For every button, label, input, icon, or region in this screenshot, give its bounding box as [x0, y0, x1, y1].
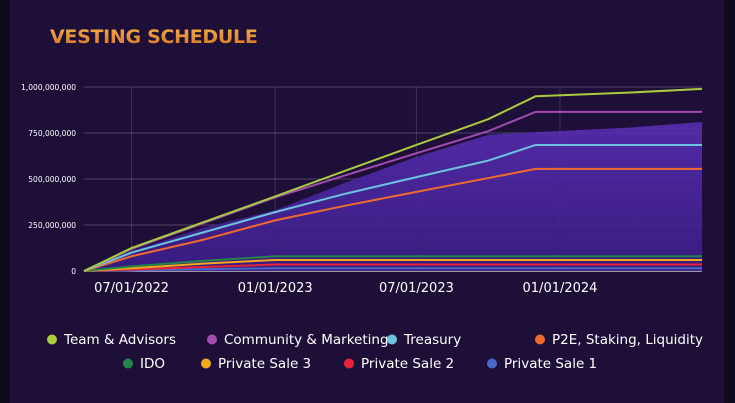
- x-tick-label: 01/01/2024: [523, 281, 598, 296]
- legend-item: Private Sale 1: [487, 356, 597, 372]
- x-axis-ticks: 07/01/2022 01/01/2023 07/01/2023 01/01/2024: [94, 281, 597, 296]
- legend-swatch: [387, 334, 397, 345]
- y-tick-label: 1,000,000,000: [21, 83, 76, 92]
- series-line: [83, 255, 702, 272]
- y-axis-ticks: 0 250,000,000 500,000,000 750,000,000 1,000,…: [21, 83, 76, 276]
- legend-swatch: [535, 334, 545, 345]
- legend-item: Private Sale 2: [344, 356, 454, 372]
- legend-label: Team & Advisors: [63, 332, 176, 348]
- legend-swatch: [47, 334, 57, 345]
- legend-item: Treasury: [387, 332, 461, 348]
- legend-item: Community & Marketing: [207, 332, 389, 348]
- series-line: [83, 267, 702, 272]
- y-tick-label: 250,000,000: [28, 221, 76, 230]
- chart-series-lines: [83, 87, 703, 272]
- legend-swatch: [207, 334, 217, 345]
- y-tick-label: 500,000,000: [28, 175, 76, 184]
- series-line: [83, 167, 702, 272]
- series-line: [83, 87, 703, 272]
- legend-label: P2E, Staking, Liquidity: [552, 332, 703, 348]
- legend-swatch: [201, 358, 211, 369]
- legend-item: IDO: [123, 356, 165, 372]
- chart-title: VESTING SCHEDULE: [50, 26, 258, 48]
- legend-label: Private Sale 3: [218, 356, 311, 372]
- y-tick-label: 0: [71, 267, 76, 276]
- legend-item: Private Sale 3: [201, 356, 311, 372]
- legend-label: Treasury: [403, 332, 461, 348]
- legend-label: IDO: [140, 356, 165, 372]
- series-line: [83, 258, 702, 272]
- series-line: [83, 143, 702, 272]
- legend-swatch: [123, 358, 133, 369]
- legend-item: P2E, Staking, Liquidity: [535, 332, 703, 348]
- x-tick-label: 07/01/2022: [94, 281, 169, 296]
- legend-label: Private Sale 2: [361, 356, 454, 372]
- legend-item: Team & Advisors: [47, 332, 176, 348]
- chart-legend: Team & Advisors Community & Marketing Trea…: [47, 332, 703, 372]
- x-tick-label: 07/01/2023: [379, 281, 454, 296]
- legend-swatch: [344, 358, 354, 369]
- x-tick-label: 01/01/2023: [238, 281, 313, 296]
- legend-label: Community & Marketing: [224, 332, 389, 348]
- legend-label: Private Sale 1: [504, 356, 597, 372]
- legend-swatch: [487, 358, 497, 369]
- series-line: [83, 263, 702, 272]
- y-tick-label: 750,000,000: [28, 129, 76, 138]
